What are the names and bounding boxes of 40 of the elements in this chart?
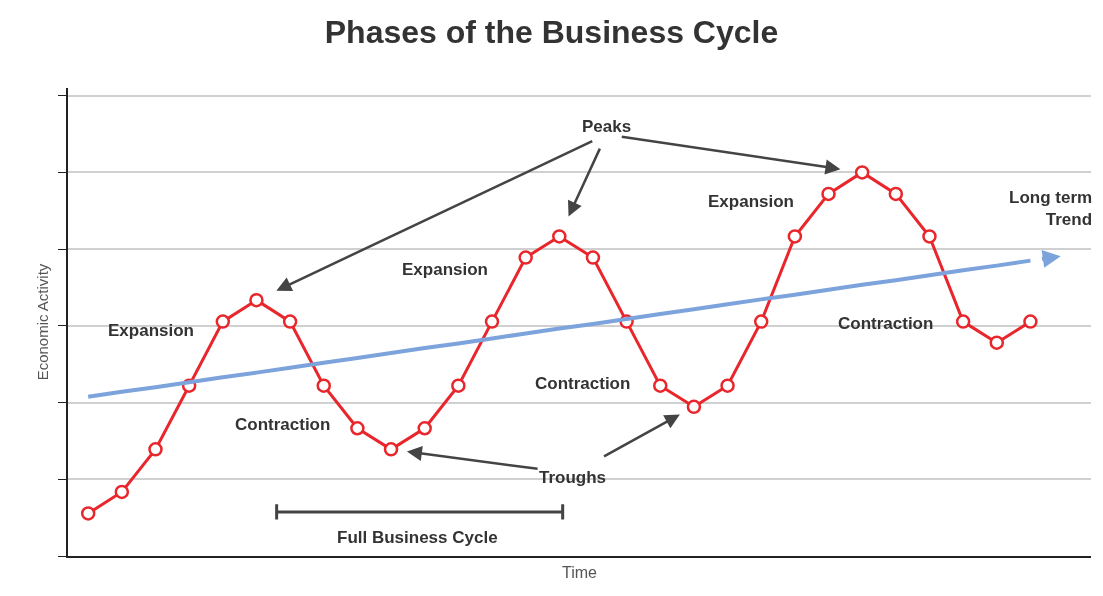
point — [383, 442, 399, 457]
point — [518, 250, 533, 265]
annotation: Expansion — [402, 260, 488, 279]
point — [282, 314, 298, 329]
point — [1023, 314, 1038, 329]
annotation: Contraction — [535, 374, 631, 393]
point — [585, 250, 601, 265]
annotation: Long term Trend — [1009, 188, 1093, 230]
y-axis-title: Economic Activity — [33, 263, 51, 381]
annotation: Troughs — [539, 468, 607, 487]
point — [787, 229, 803, 244]
point — [720, 378, 735, 393]
point — [922, 229, 937, 244]
point — [114, 484, 130, 500]
point — [80, 506, 96, 521]
point — [316, 378, 331, 393]
point — [753, 314, 769, 329]
point — [552, 229, 567, 244]
point — [484, 314, 500, 329]
annotation: Expansion — [708, 192, 794, 211]
point — [854, 165, 870, 180]
annotation: Contraction — [235, 415, 331, 434]
chart-title: Phases of the Business Cycle — [324, 14, 779, 51]
point — [653, 378, 668, 393]
point — [249, 292, 264, 308]
text: Peaks — [582, 117, 632, 136]
annotation: Full Business Cycle — [337, 528, 498, 547]
point — [417, 421, 432, 436]
x-axis-title: Time — [562, 564, 598, 582]
point — [888, 186, 904, 202]
annotation: Contraction — [838, 314, 934, 333]
point — [821, 186, 836, 202]
point — [989, 335, 1005, 350]
point — [686, 399, 702, 415]
point — [148, 442, 163, 457]
point — [451, 378, 466, 393]
annotation: Expansion — [108, 321, 194, 340]
point — [955, 314, 971, 329]
point — [350, 421, 365, 436]
point — [215, 314, 231, 329]
